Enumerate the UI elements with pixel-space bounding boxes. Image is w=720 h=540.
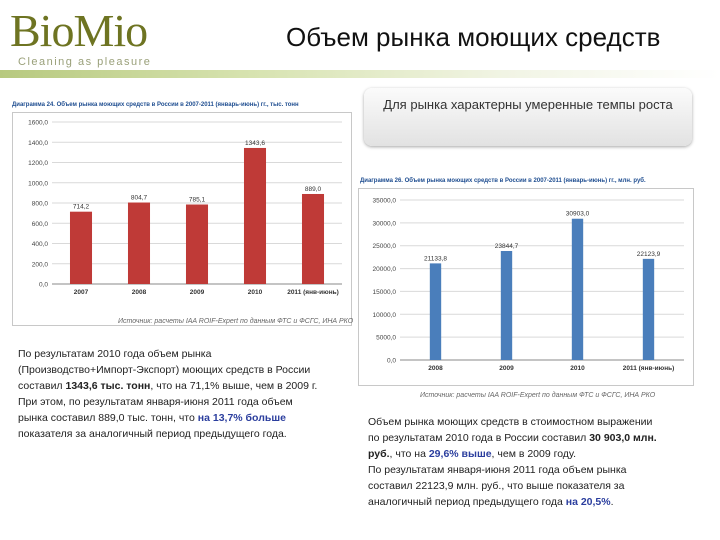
y-tick-label: 800,0 — [32, 201, 49, 208]
callout-text: Для рынка характерны умеренные темпы рос… — [383, 97, 673, 112]
data-label: 1343,6 — [245, 140, 265, 147]
data-label: 785,1 — [189, 197, 206, 204]
right-chart-source: Источник: расчеты IAA ROIF-Expert по дан… — [420, 392, 656, 399]
bar — [642, 258, 655, 360]
y-tick-label: 200,0 — [32, 261, 49, 268]
data-label: 22123,9 — [637, 251, 661, 258]
right-summary-line: по результатам 2010 года в России состав… — [368, 432, 657, 444]
right-chart-caption: Диаграмма 26. Объем рынка моющих средств… — [360, 178, 646, 184]
right-summary-line: составил 22123,9 млн. руб., что выше пок… — [368, 480, 625, 492]
bar — [185, 204, 209, 284]
highlight-value: 30 903,0 млн. — [589, 432, 657, 444]
data-label: 21133,8 — [424, 255, 447, 262]
left-chart-caption: Диаграмма 24. Объем рынка моющих средств… — [12, 102, 299, 108]
data-label: 889,0 — [305, 186, 322, 193]
x-tick-label: 2007 — [74, 289, 89, 296]
highlight-growth-2011: на 20,5% — [565, 496, 611, 508]
highlight-volume: 1343,6 тыс. тонн — [65, 380, 151, 392]
x-tick-label: 2009 — [190, 289, 205, 296]
y-tick-label: 10000,0 — [373, 312, 397, 319]
left-volume-chart: 0,0 200,0 400,0 600,0 800,0 1000,0 1200,0 1400,… — [12, 112, 352, 326]
left-summary-text: По результатам 2010 года объем рынка (Пр… — [18, 346, 358, 442]
x-tick-label: 2011 (янв-июнь) — [623, 365, 675, 372]
y-tick-label: 400,0 — [32, 241, 49, 248]
y-tick-label: 20000,0 — [373, 266, 397, 273]
header-divider — [0, 70, 720, 78]
left-summary-line: показателя за аналогичный период предыду… — [18, 428, 287, 440]
y-tick-label: 1600,0 — [28, 120, 48, 127]
growth-callout: Для рынка характерны умеренные темпы рос… — [364, 88, 692, 146]
left-chart-source: Источник: расчеты IAA ROIF-Expert по дан… — [118, 318, 354, 325]
highlight-growth-2009: 29,6% выше — [428, 448, 492, 460]
right-summary-line: По результатам января-июня 2011 года объ… — [368, 464, 627, 476]
y-tick-label: 30000,0 — [373, 220, 397, 227]
y-tick-label: 600,0 — [32, 221, 49, 228]
bar — [429, 263, 442, 360]
logo-tagline: Cleaning as pleasure — [18, 56, 152, 68]
y-tick-label: 0,0 — [387, 358, 396, 365]
bar — [571, 218, 584, 360]
y-tick-label: 0,0 — [39, 282, 48, 289]
logo-wordmark: BioMio — [10, 5, 148, 56]
right-summary-line: аналогичный период предыдущего года на 2… — [368, 496, 614, 508]
data-label: 714,2 — [73, 204, 90, 211]
right-value-chart: 0,0 5000,0 10000,0 15000,0 20000,0 25000,0 300… — [358, 188, 694, 386]
data-label: 30903,0 — [566, 211, 590, 218]
x-tick-label: 2008 — [428, 365, 443, 372]
y-tick-label: 25000,0 — [373, 243, 397, 250]
bar — [301, 193, 325, 284]
bar — [69, 211, 93, 284]
left-summary-line: По результатам 2010 года объем рынка — [18, 348, 212, 360]
y-tick-label: 35000,0 — [373, 198, 397, 205]
right-summary-text: Объем рынка моющих средств в стоимостном… — [368, 414, 714, 510]
left-summary-line: (Производство+Импорт-Экспорт) моющих сре… — [18, 364, 311, 376]
y-tick-label: 15000,0 — [373, 289, 397, 296]
chart-frame — [358, 188, 694, 386]
x-tick-label: 2008 — [132, 289, 147, 296]
left-summary-line: рынка составил 889,0 тыс. тонн, что на 1… — [18, 412, 286, 424]
x-tick-label: 2010 — [248, 289, 263, 296]
left-summary-line: При этом, по результатам января-июня 201… — [18, 396, 293, 408]
left-summary-line: составил 1343,6 тыс. тонн, что на 71,1% … — [18, 380, 318, 392]
y-tick-label: 1400,0 — [28, 140, 48, 147]
page-title: Объем рынка моющих средств — [286, 22, 661, 52]
x-tick-label: 2010 — [570, 365, 585, 372]
data-label: 804,7 — [131, 195, 148, 202]
bar — [243, 147, 267, 284]
bar — [127, 202, 151, 284]
highlight-growth: на 13,7% больше — [197, 412, 286, 424]
y-tick-label: 1000,0 — [28, 180, 48, 187]
right-summary-line: Объем рынка моющих средств в стоимостном… — [368, 416, 653, 428]
y-tick-label: 1200,0 — [28, 160, 48, 167]
right-summary-line: руб., что на 29,6% выше, чем в 2009 году… — [368, 448, 577, 460]
x-tick-label: 2009 — [499, 365, 514, 372]
bar — [500, 250, 513, 360]
y-tick-label: 5000,0 — [376, 335, 396, 342]
data-label: 23844,7 — [495, 243, 519, 250]
x-tick-label: 2011 (янв-июнь) — [287, 289, 339, 296]
chart-frame — [12, 112, 352, 326]
